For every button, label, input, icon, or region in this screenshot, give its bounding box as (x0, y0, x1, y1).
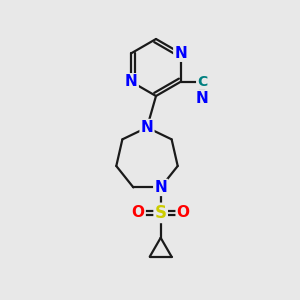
Text: N: N (174, 46, 187, 61)
Text: N: N (141, 120, 153, 135)
Text: N: N (196, 91, 209, 106)
Text: O: O (132, 206, 145, 220)
Text: C: C (197, 75, 207, 89)
Text: S: S (155, 204, 167, 222)
Text: N: N (154, 180, 167, 195)
Text: N: N (125, 74, 138, 89)
Text: O: O (177, 206, 190, 220)
